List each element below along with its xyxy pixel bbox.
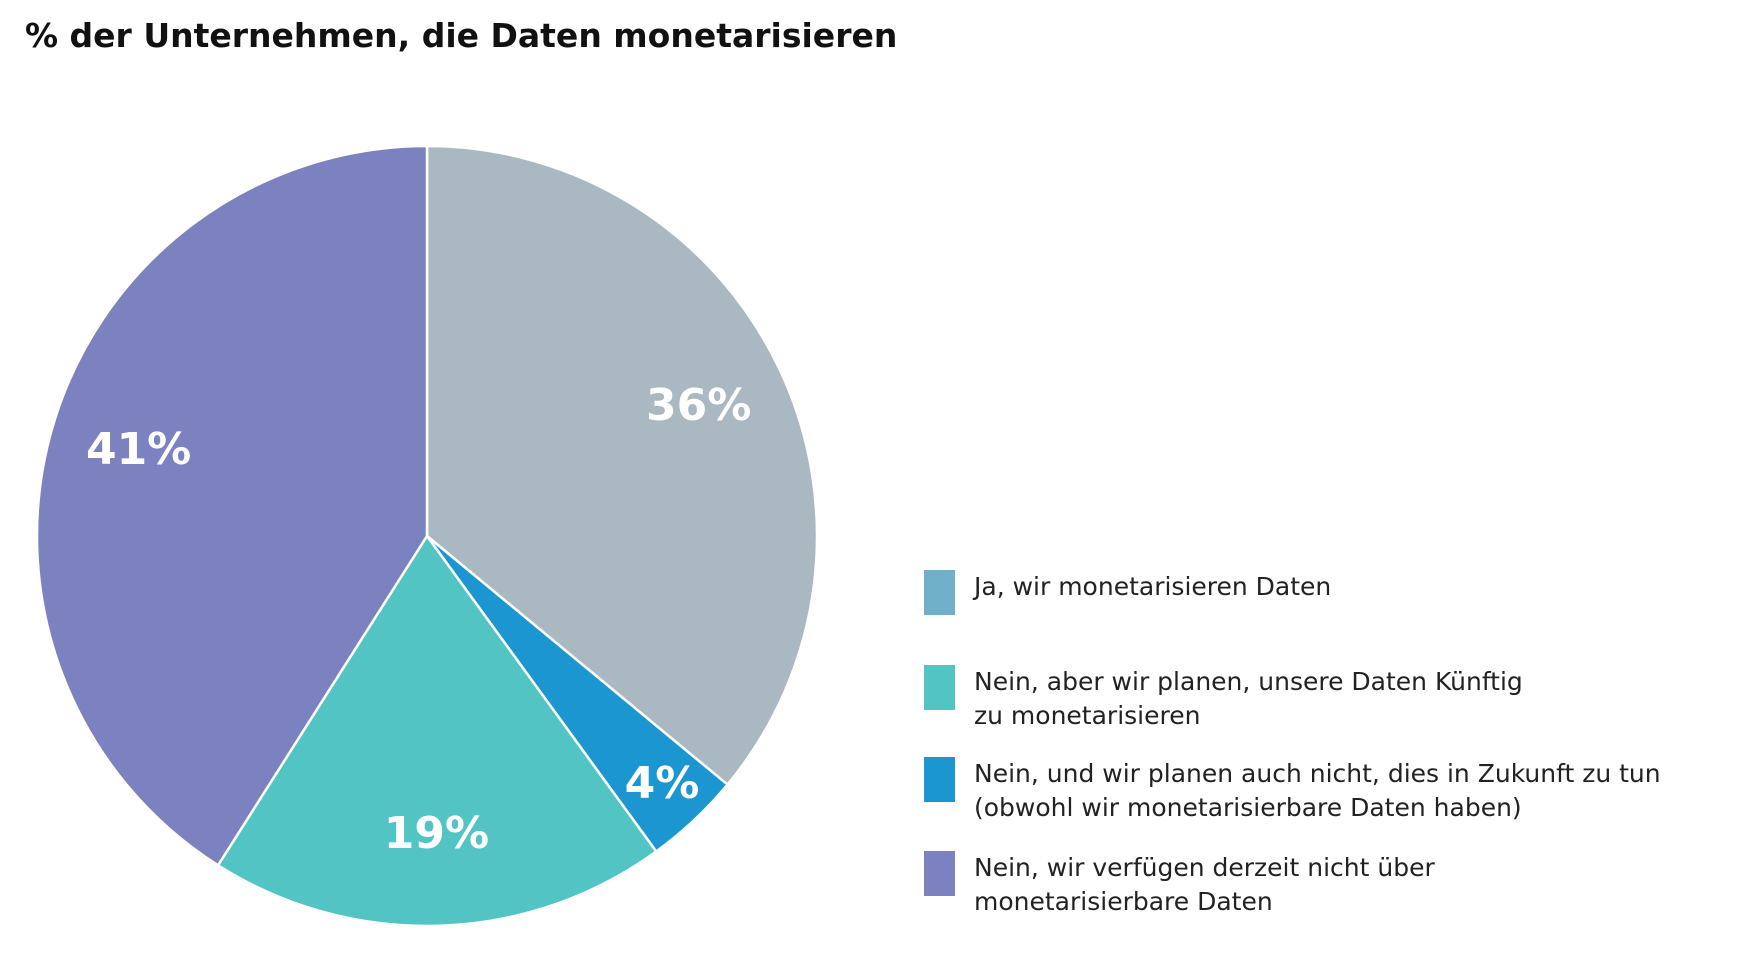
slice-label: 4% [625,758,700,809]
legend-item: Ja, wir monetarisieren Daten [924,570,1331,615]
legend-label: Nein, wir verfügen derzeit nicht über mo… [974,853,1435,916]
pie-slice [35,144,429,868]
slice-label: 19% [384,808,489,859]
legend-item: Nein, aber wir planen, unsere Daten Künf… [924,665,1523,733]
legend-swatch [924,757,955,802]
slice-label: 36% [646,380,751,431]
pie-slice [425,144,819,787]
legend-swatch [924,851,955,896]
legend-swatch [924,665,955,710]
slice-label: 41% [86,424,191,475]
legend-label: Nein, und wir planen auch nicht, dies in… [974,759,1661,822]
legend-label: Ja, wir monetarisieren Daten [974,572,1332,601]
legend-item: Nein, wir verfügen derzeit nicht über mo… [924,851,1435,919]
legend-swatch [924,570,955,615]
chart-title: % der Unternehmen, die Daten monetarisie… [25,16,897,55]
legend-item: Nein, und wir planen auch nicht, dies in… [924,757,1661,825]
legend-label: Nein, aber wir planen, unsere Daten Künf… [974,667,1523,730]
pie-slice [216,533,658,928]
